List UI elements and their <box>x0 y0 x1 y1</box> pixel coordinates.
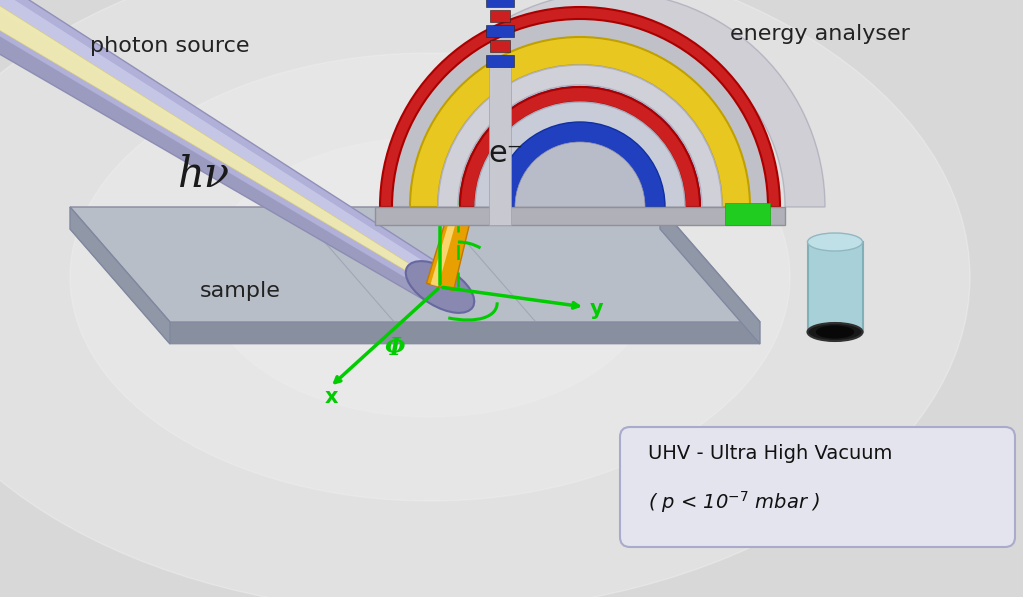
Bar <box>490 10 510 22</box>
Wedge shape <box>438 65 722 207</box>
Text: Θ: Θ <box>482 196 502 220</box>
Bar <box>490 40 510 52</box>
Text: photon source: photon source <box>90 36 250 56</box>
Text: hν: hν <box>178 154 230 196</box>
Ellipse shape <box>807 323 862 341</box>
Bar <box>486 25 514 37</box>
Polygon shape <box>70 207 170 344</box>
Bar <box>486 55 514 67</box>
Text: z: z <box>446 139 458 159</box>
Polygon shape <box>0 0 447 284</box>
Polygon shape <box>431 66 499 287</box>
Polygon shape <box>427 65 506 291</box>
Polygon shape <box>70 207 760 322</box>
Text: y: y <box>590 299 604 319</box>
FancyBboxPatch shape <box>620 427 1015 547</box>
Wedge shape <box>495 122 665 207</box>
Polygon shape <box>0 0 450 303</box>
Ellipse shape <box>0 0 970 597</box>
Text: e⁻: e⁻ <box>488 139 523 168</box>
Wedge shape <box>410 37 750 207</box>
Wedge shape <box>380 7 780 207</box>
Polygon shape <box>0 0 442 290</box>
Text: sample: sample <box>201 281 281 301</box>
Text: x: x <box>325 387 339 407</box>
Ellipse shape <box>70 53 790 501</box>
Wedge shape <box>385 12 775 207</box>
Text: energy analyser: energy analyser <box>730 24 909 44</box>
Wedge shape <box>460 87 700 207</box>
Bar <box>489 67 512 225</box>
Ellipse shape <box>815 325 854 338</box>
Ellipse shape <box>205 137 655 417</box>
Ellipse shape <box>807 233 862 251</box>
Polygon shape <box>660 207 760 344</box>
Bar <box>808 242 863 332</box>
Wedge shape <box>515 142 644 207</box>
Wedge shape <box>460 87 700 207</box>
Bar <box>375 207 785 225</box>
Polygon shape <box>0 14 435 303</box>
Text: UHV - Ultra High Vacuum: UHV - Ultra High Vacuum <box>648 444 892 463</box>
Bar <box>486 0 514 7</box>
Wedge shape <box>395 0 825 207</box>
Bar <box>725 203 770 225</box>
Polygon shape <box>70 229 760 344</box>
Wedge shape <box>475 102 685 207</box>
Ellipse shape <box>406 261 475 313</box>
Text: Φ: Φ <box>385 336 406 360</box>
Text: ( $p$ < 10$^{-7}$ mbar ): ( $p$ < 10$^{-7}$ mbar ) <box>648 490 820 515</box>
